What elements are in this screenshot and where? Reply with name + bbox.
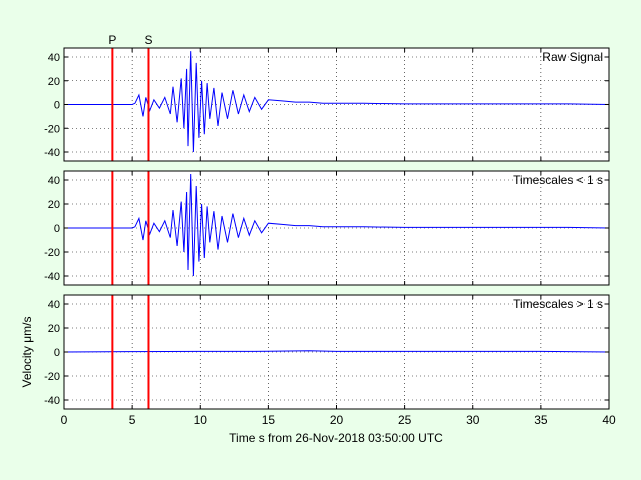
y-tick-label: 0 (54, 223, 60, 235)
panels-layer: 40 20 0 -20 -40 Raw Signal 40 20 0 -20 -40 Timescal… (44, 33, 616, 427)
panel-label: Timescales > 1 s (513, 297, 603, 311)
y-tick-label: -20 (44, 123, 60, 135)
x-tick-label: 25 (398, 413, 412, 427)
y-tick-label: -40 (44, 147, 60, 159)
y-tick-label: 40 (48, 175, 60, 187)
x-tick-label: 35 (534, 413, 548, 427)
y-tick-label: 0 (54, 347, 60, 359)
panel-3: 40 20 0 -20 -40 Timescales > 1 s (44, 294, 610, 410)
y-tick-label: -40 (44, 271, 60, 283)
panel-2: 40 20 0 -20 -40 Timescales < 1 s (44, 170, 610, 286)
x-tick-label: 10 (194, 413, 208, 427)
y-tick-label: 0 (54, 100, 60, 112)
waveform-trace (64, 173, 610, 277)
x-tick-label: 30 (466, 413, 480, 427)
x-tick-label: 20 (330, 413, 344, 427)
waveform-trace (63, 350, 610, 353)
y-tick-label: 40 (48, 52, 60, 64)
y-tick-label: 20 (48, 76, 60, 88)
x-tick-label: 15 (262, 413, 276, 427)
panel-label: Raw Signal (542, 50, 603, 64)
y-axis-label: Velocity μm/s (20, 317, 34, 388)
x-tick-label: 5 (129, 413, 136, 427)
panel-1: 40 20 0 -20 -40 Raw Signal (44, 47, 610, 162)
phase-label-s: S (144, 33, 152, 47)
y-tick-label: 20 (48, 199, 60, 211)
x-tick-label: 0 (61, 413, 68, 427)
phase-label-p: P (108, 33, 116, 47)
panel-label: Timescales < 1 s (513, 173, 603, 187)
y-tick-label: 40 (48, 299, 60, 311)
y-tick-label: -20 (44, 371, 60, 383)
y-tick-label: -40 (44, 395, 60, 407)
y-tick-label: 20 (48, 323, 60, 335)
waveform-trace (64, 51, 610, 153)
y-tick-label: -20 (44, 247, 60, 259)
x-tick-label: 40 (602, 413, 616, 427)
x-axis-label: Time s from 26-Nov-2018 03:50:00 UTC (229, 431, 443, 445)
